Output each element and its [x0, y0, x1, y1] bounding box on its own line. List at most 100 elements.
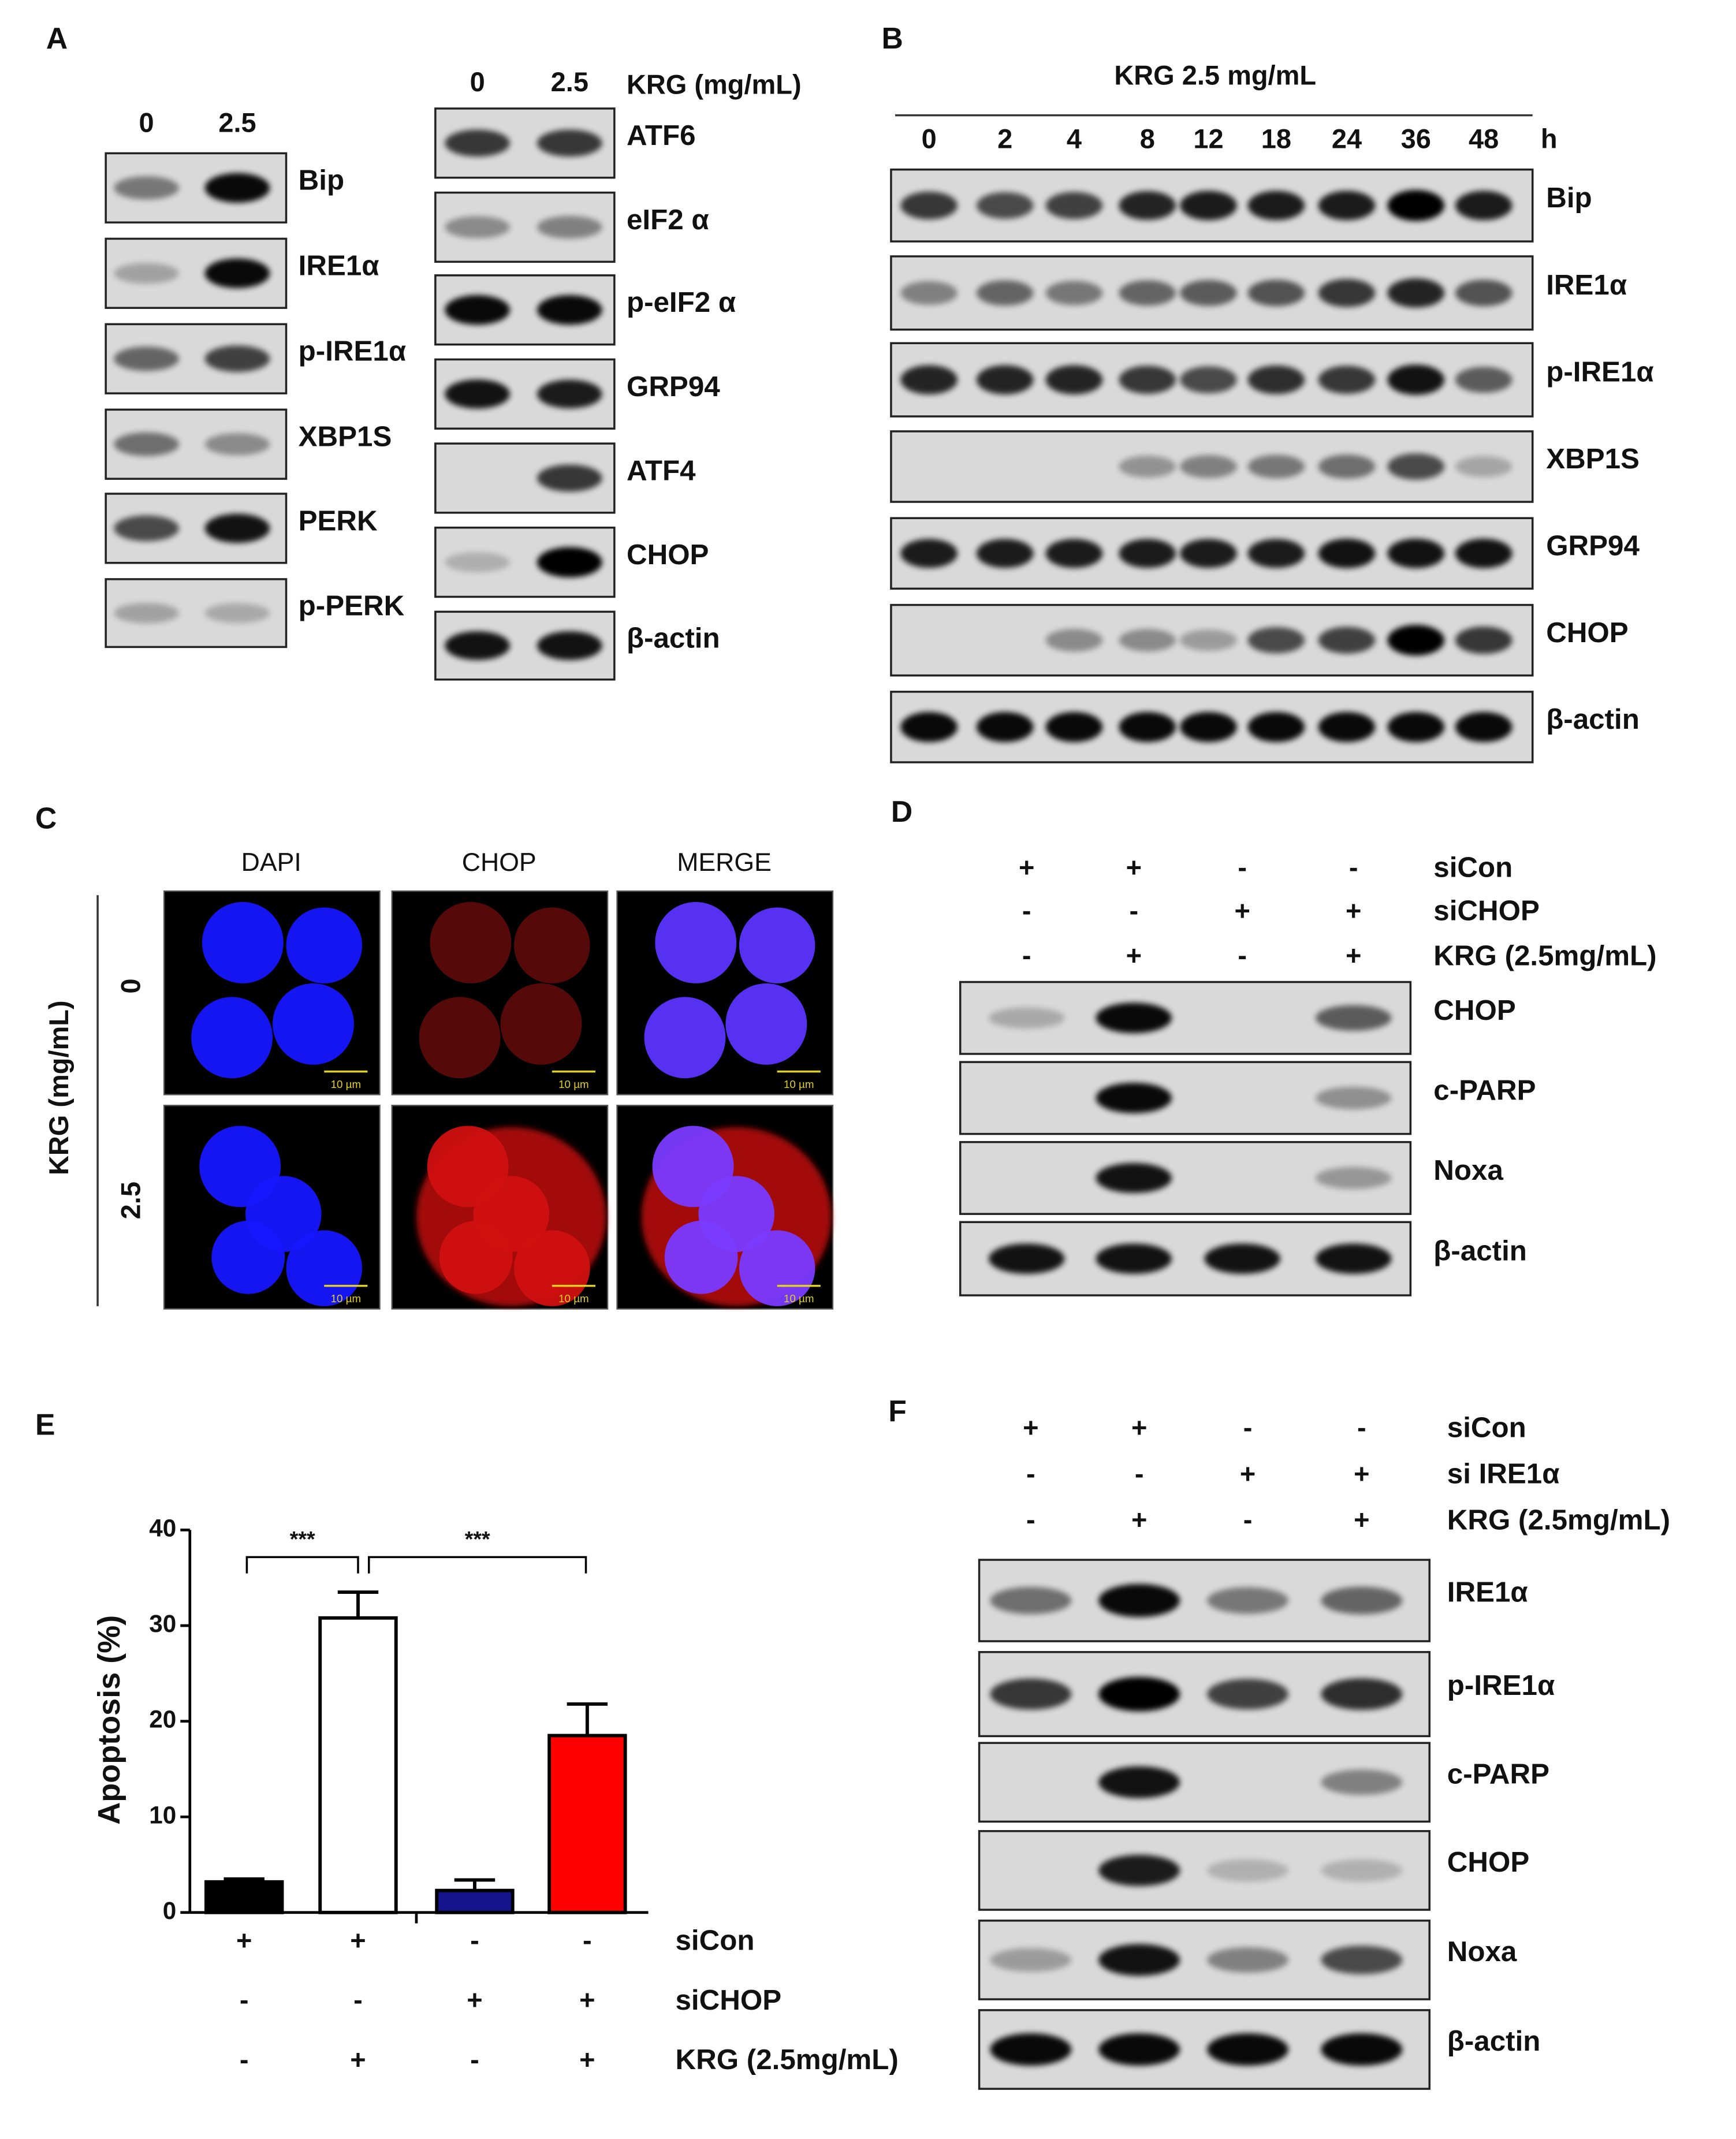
band [1455, 191, 1513, 221]
blot-label: Bip [1546, 182, 1592, 214]
condition-sign: - [470, 1925, 479, 1955]
condition-label: siCon [1433, 852, 1513, 884]
condition-label: siCon [1447, 1412, 1526, 1444]
condition-sign: + [236, 1925, 252, 1955]
band [990, 2033, 1072, 2066]
band [1321, 2033, 1403, 2066]
scale-bar-label: 10 µm [784, 1292, 814, 1305]
nucleus [514, 907, 590, 983]
blot-label: ATF4 [627, 454, 696, 486]
blot-label: IRE1α [299, 250, 379, 282]
band [1098, 1676, 1180, 1712]
blot-label: GRP94 [627, 371, 720, 403]
condition-label: KRG (2.5mg/mL) [1447, 1504, 1670, 1536]
condition-sign: - [1238, 852, 1247, 882]
blot-label: eIF2 α [627, 204, 709, 236]
band [1318, 627, 1376, 654]
band [1207, 1679, 1289, 1710]
band [1207, 1859, 1289, 1882]
condition-sign: + [1346, 895, 1361, 926]
lane-label: 2.5 [551, 66, 588, 97]
band [1119, 366, 1176, 394]
condition-sign: - [240, 2044, 249, 2075]
band [976, 711, 1034, 742]
blot-label: XBP1S [1546, 443, 1640, 475]
band [1045, 192, 1103, 219]
band [537, 215, 602, 239]
nucleus [202, 901, 284, 983]
band [445, 631, 511, 660]
condition-label: siCHOP [676, 1984, 782, 2016]
condition-sign: - [470, 2044, 479, 2075]
condition-label: si IRE1α [1447, 1458, 1560, 1489]
nucleus [430, 901, 512, 983]
band [114, 515, 179, 542]
condition-sign: - [1135, 1458, 1144, 1489]
band [1119, 539, 1176, 568]
condition-sign: - [1022, 895, 1031, 926]
y-axis-label: Apoptosis (%) [92, 1615, 126, 1825]
band [1321, 1859, 1403, 1882]
condition-sign: - [1129, 895, 1138, 926]
condition-sign: - [1238, 940, 1247, 971]
condition-sign: + [467, 1984, 482, 2015]
row-label: 2.5 [116, 1182, 146, 1219]
y-tick-label: 0 [163, 1897, 177, 1924]
band [1318, 278, 1376, 307]
band [976, 365, 1034, 394]
band [1045, 629, 1103, 652]
band [1098, 2033, 1180, 2066]
band [1455, 280, 1513, 307]
blot-label: CHOP [1433, 994, 1515, 1026]
column-label: CHOP [462, 848, 537, 877]
condition-sign: - [1349, 852, 1358, 882]
bar [435, 1888, 515, 1914]
condition-sign: - [1243, 1412, 1253, 1443]
y-tick-label: 30 [149, 1610, 176, 1637]
blot-label: CHOP [627, 539, 709, 571]
band [976, 539, 1034, 568]
band [1096, 1243, 1172, 1274]
band [990, 1678, 1072, 1710]
blot-label: p-PERK [299, 590, 405, 621]
band [537, 379, 602, 409]
blot-label: PERK [299, 505, 378, 536]
band [1315, 1167, 1392, 1190]
lane-label: 0 [139, 107, 154, 137]
blot-label: IRE1α [1447, 1576, 1528, 1608]
nucleus [664, 1220, 738, 1294]
bar [547, 1734, 627, 1914]
lane-label: 18 [1261, 124, 1291, 154]
condition-sign: - [1026, 1504, 1035, 1535]
blot-label: p-IRE1α [1546, 356, 1653, 388]
condition-sign: + [579, 2044, 595, 2075]
band [204, 173, 270, 203]
condition-sign: + [1019, 852, 1034, 882]
band [1387, 625, 1445, 656]
lane-label: 4 [1067, 124, 1082, 154]
band [900, 539, 958, 568]
band [1096, 1003, 1172, 1034]
band [1119, 629, 1176, 652]
band [1247, 365, 1305, 394]
band [1204, 1243, 1280, 1274]
band [1318, 711, 1376, 742]
blot-label: β-actin [1546, 703, 1640, 735]
panel-label: C [35, 802, 57, 835]
scale-bar-label: 10 µm [331, 1292, 362, 1305]
band [1045, 365, 1103, 394]
bar [204, 1880, 284, 1914]
band [114, 176, 179, 200]
band [1247, 280, 1305, 307]
band [114, 432, 179, 456]
band [1098, 1766, 1180, 1798]
band [1318, 366, 1376, 394]
blot-label: p-IRE1α [299, 336, 406, 367]
band [1098, 1944, 1180, 1976]
lane-label: 8 [1140, 124, 1155, 154]
band [1455, 456, 1513, 478]
band [1455, 367, 1513, 393]
y-tick-label: 20 [149, 1706, 176, 1733]
band [900, 711, 958, 742]
band [1207, 1587, 1289, 1614]
